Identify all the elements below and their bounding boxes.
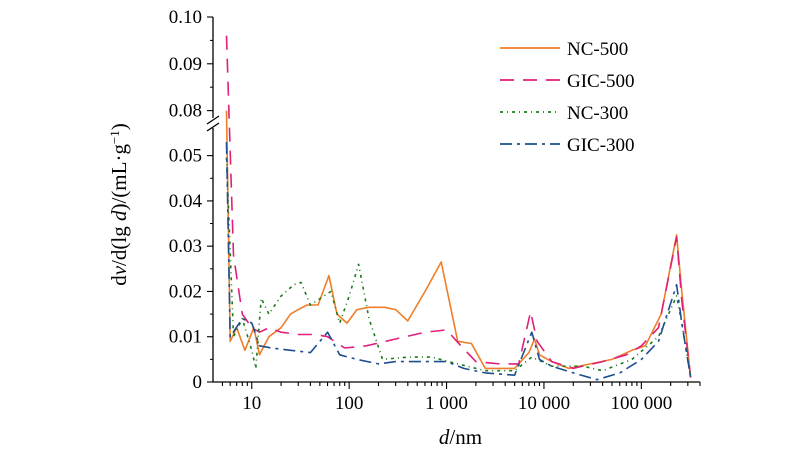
x-tick-label: 10 bbox=[242, 393, 261, 414]
legend-label: GIC-300 bbox=[567, 135, 635, 156]
axis-break-mark bbox=[206, 122, 220, 132]
y-tick-label: 0.08 bbox=[169, 101, 202, 122]
series-line-gic-300 bbox=[225, 142, 692, 381]
y-tick-label: 0.02 bbox=[169, 281, 202, 302]
series-line-nc-300 bbox=[225, 157, 692, 378]
legend-label: NC-300 bbox=[567, 103, 628, 124]
legend-label: GIC-500 bbox=[567, 71, 635, 92]
x-tick-label: 100 bbox=[335, 393, 364, 414]
legend-label: NC-500 bbox=[567, 39, 628, 60]
x-tick-label: 10 000 bbox=[518, 393, 570, 414]
y-tick-label: 0.01 bbox=[169, 327, 202, 348]
x-axis-title: d/nm bbox=[439, 425, 482, 449]
y-tick-label: 0.03 bbox=[169, 236, 202, 257]
y-tick-label: 0 bbox=[193, 372, 203, 393]
x-tick-label: 1 000 bbox=[425, 393, 468, 414]
y-axis-title: dv/d(lg d)/(mL·g−1) bbox=[107, 123, 132, 286]
y-tick-label: 0.09 bbox=[169, 54, 202, 75]
series-line-gic-500 bbox=[225, 35, 692, 378]
y-tick-label: 0.05 bbox=[169, 146, 202, 167]
y-tick-label: 0.04 bbox=[169, 191, 203, 212]
y-tick-label: 0.10 bbox=[169, 7, 202, 28]
x-tick-label: 100 000 bbox=[610, 393, 672, 414]
axis-break-mark bbox=[206, 115, 220, 125]
